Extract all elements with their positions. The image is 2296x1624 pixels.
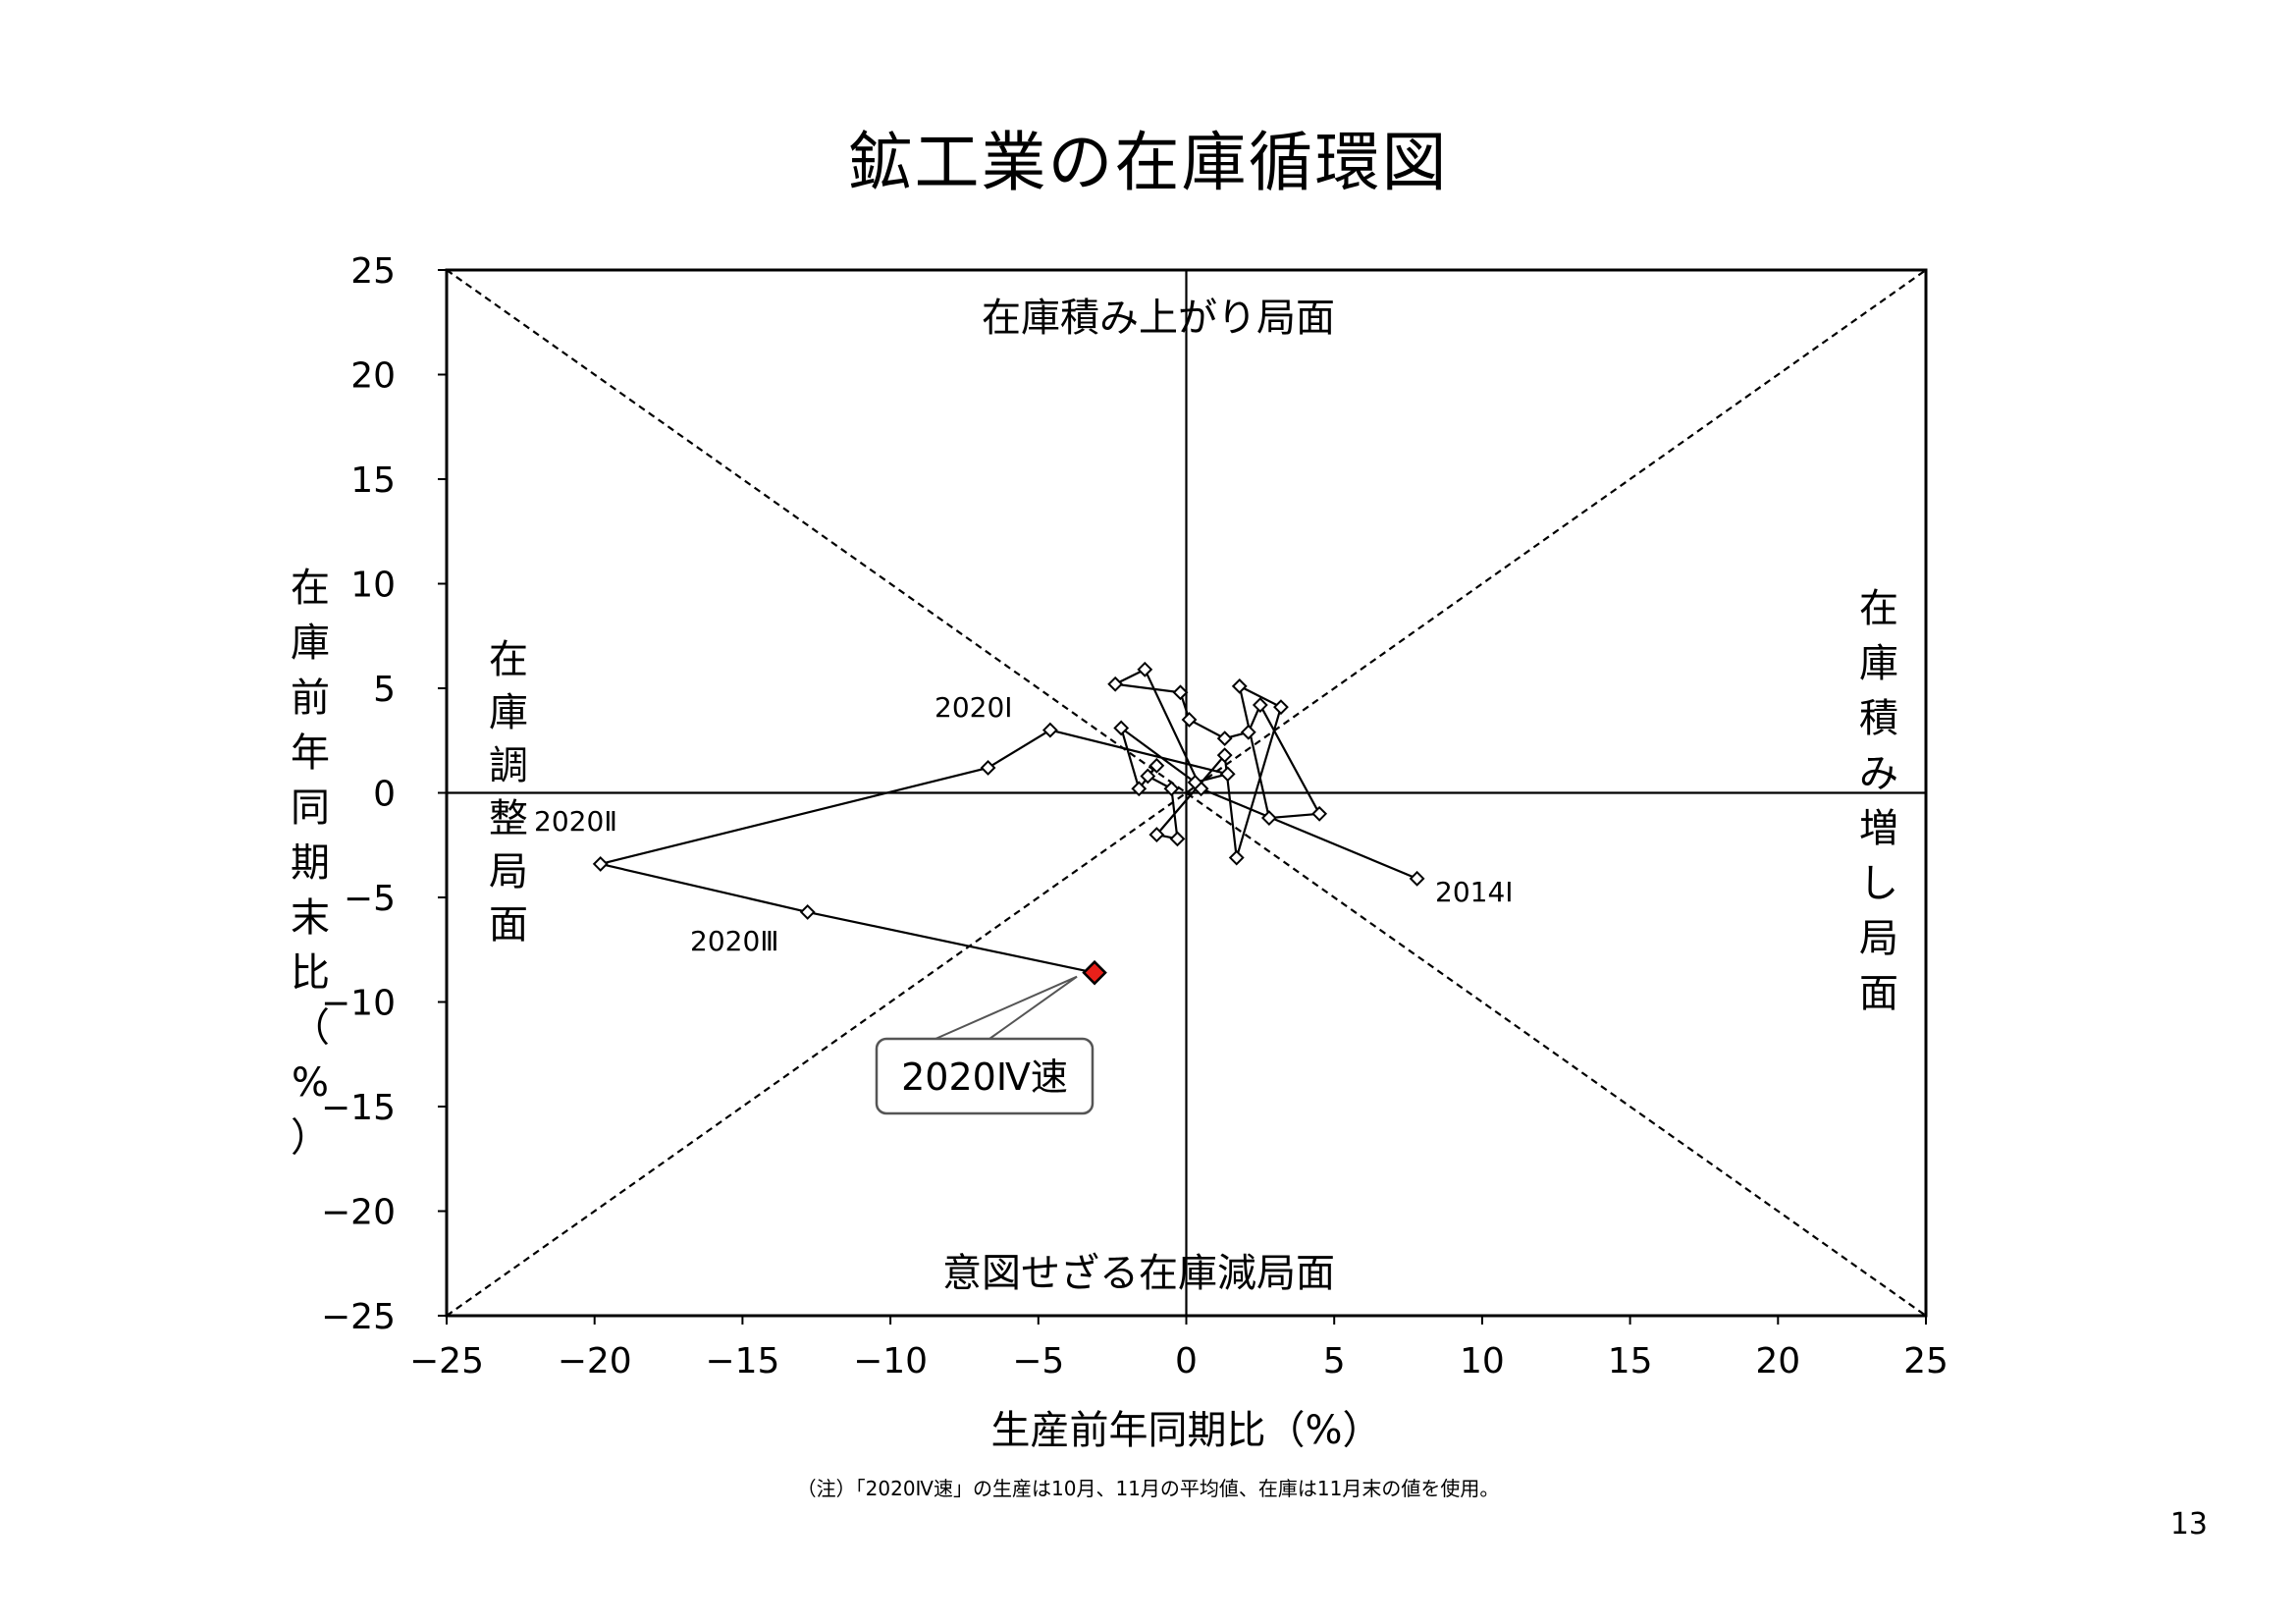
x-axis-label: 生産前年同期比（%） — [990, 1408, 1381, 1453]
phase-label-left: 在庫調整局面 — [489, 637, 528, 947]
data-point — [1169, 831, 1186, 847]
x-tick-label: −5 — [1012, 1341, 1064, 1381]
y-tick-label: 15 — [350, 460, 396, 501]
diagonal-line-positive — [446, 269, 1927, 1317]
data-point — [1409, 870, 1425, 887]
data-point — [1311, 805, 1328, 822]
data-point — [1216, 731, 1233, 747]
data-point — [1148, 827, 1165, 843]
y-tick-label: −10 — [321, 984, 396, 1024]
x-tick-label: 10 — [1460, 1341, 1505, 1381]
data-point — [980, 760, 996, 776]
footnote: （注）「2020Ⅳ速」の生産は10月、11月の平均値、在庫は11月末の値を使用。 — [796, 1477, 1500, 1500]
diagonal-line-negative — [446, 269, 1927, 1317]
y-tick-label: −5 — [344, 879, 396, 919]
page-number: 13 — [2169, 1507, 2208, 1542]
x-tick-label: −10 — [853, 1341, 928, 1381]
point-label: 2020Ⅰ — [934, 691, 1013, 724]
data-point — [1273, 699, 1289, 716]
data-point — [1131, 781, 1148, 797]
phase-label-top: 在庫積み上がり局面 — [982, 296, 1335, 341]
y-tick-label: −20 — [321, 1193, 396, 1233]
phase-label-right: 在庫積み増し局面 — [1859, 586, 1898, 1016]
page-title: 鉱工業の在庫循環図 — [847, 125, 1449, 200]
y-tick-label: 5 — [373, 670, 396, 710]
y-tick-label: −15 — [321, 1088, 396, 1128]
data-point — [1140, 768, 1156, 785]
x-tick-label: −25 — [409, 1341, 484, 1381]
x-tick-label: 25 — [1903, 1341, 1949, 1381]
data-point — [1231, 677, 1248, 694]
data-point — [1216, 747, 1233, 764]
y-tick-label: 0 — [373, 775, 396, 815]
data-point-latest — [1082, 959, 1107, 986]
data-point — [1252, 697, 1268, 713]
callout-pointer — [934, 975, 1078, 1040]
data-point — [1172, 684, 1189, 701]
x-tick-label: 5 — [1323, 1341, 1346, 1381]
data-point — [1113, 720, 1130, 736]
x-tick-label: −15 — [705, 1341, 779, 1381]
data-point — [1163, 781, 1180, 797]
data-point — [1181, 712, 1198, 728]
point-label: 2014Ⅰ — [1435, 876, 1514, 908]
data-point — [799, 903, 816, 920]
data-point — [1107, 676, 1124, 692]
data-point — [1148, 757, 1165, 774]
data-point — [1228, 849, 1245, 866]
y-tick-label: −25 — [321, 1297, 396, 1337]
y-tick-label: 10 — [350, 566, 396, 606]
x-tick-label: 15 — [1608, 1341, 1653, 1381]
phase-label-bottom: 意図せざる在庫減局面 — [942, 1251, 1335, 1296]
x-tick-label: 20 — [1755, 1341, 1800, 1381]
point-label: 2020Ⅲ — [690, 925, 779, 957]
y-tick-label: 20 — [350, 356, 396, 397]
callout-box — [875, 1037, 1095, 1115]
y-axis-label: 在庫前年同期末比（%） — [291, 566, 330, 1161]
data-point — [1137, 661, 1153, 677]
data-point — [1260, 810, 1277, 826]
point-label: 2020Ⅱ — [534, 805, 617, 838]
callout-label: 2020Ⅳ速 — [901, 1056, 1068, 1099]
x-tick-label: −20 — [558, 1341, 632, 1381]
data-point — [1187, 774, 1203, 790]
y-tick-label: 25 — [350, 251, 396, 292]
x-tick-label: 0 — [1175, 1341, 1198, 1381]
data-point — [592, 856, 609, 872]
data-point — [1219, 766, 1236, 783]
data-point — [1240, 724, 1256, 740]
data-point — [1041, 722, 1058, 738]
